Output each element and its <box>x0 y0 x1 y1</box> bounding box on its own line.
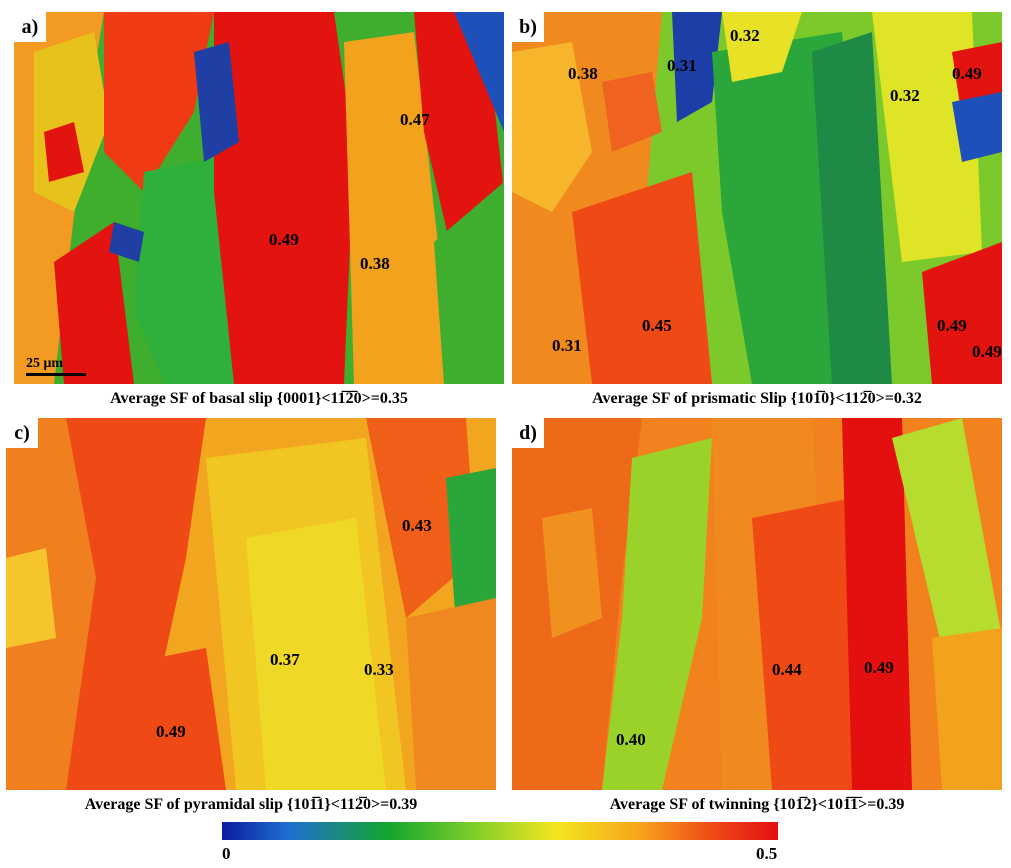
colorbar <box>222 822 778 840</box>
sf-value: 0.49 <box>864 658 894 677</box>
panel-letter-b: b) <box>512 12 544 42</box>
colorbar-max-label: 0.5 <box>756 844 778 863</box>
sf-value: 0.49 <box>952 64 982 83</box>
sf-value: 0.44 <box>772 660 802 679</box>
sf-value: 0.37 <box>270 650 300 669</box>
sf-value: 0.45 <box>642 316 672 335</box>
scale-bar: 25 μm <box>26 356 86 376</box>
caption-d: Average SF of twinning {101̅2}<101̅1̅>=0… <box>609 796 905 813</box>
sf-map-d <box>512 418 1002 790</box>
panel-letter-a: a) <box>14 12 46 42</box>
panel-letter-c: c) <box>6 418 38 448</box>
sf-value: 0.49 <box>269 230 299 249</box>
scale-bar-label: 25 μm <box>26 356 64 371</box>
sf-value: 0.49 <box>972 342 1002 361</box>
panel-a-basal-slip-map: a) 0.47 0.49 0.38 25 μm <box>14 12 504 384</box>
panel-b-prismatic-slip-map: b) 0.32 0.38 0.31 0.49 0.32 0.45 0.31 0.… <box>512 12 1002 384</box>
sf-value: 0.43 <box>402 516 432 535</box>
caption-c: Average SF of pyramidal slip {101̅1}<112… <box>84 796 418 813</box>
sf-value: 0.38 <box>360 254 390 273</box>
caption-a: Average SF of basal slip {0001}<11̅2̅0>=… <box>110 390 408 407</box>
sf-value: 0.38 <box>568 64 598 83</box>
sf-value: 0.47 <box>400 110 430 129</box>
sf-map-c <box>6 418 496 790</box>
panel-c-pyramidal-slip-map: c) 0.43 0.37 0.33 0.49 <box>6 418 496 790</box>
scale-bar-line <box>26 373 86 376</box>
sf-map-a <box>14 12 504 384</box>
sf-value: 0.49 <box>156 722 186 741</box>
sf-value: 0.33 <box>364 660 394 679</box>
sf-value: 0.40 <box>616 730 646 749</box>
sf-value: 0.49 <box>937 316 967 335</box>
panel-letter-d: d) <box>512 418 544 448</box>
sf-value: 0.31 <box>552 336 582 355</box>
sf-map-b <box>512 12 1002 384</box>
sf-value: 0.32 <box>890 86 920 105</box>
caption-b: Average SF of prismatic Slip {101̅0}<112… <box>592 390 922 407</box>
panel-d-twinning-map: d) 0.44 0.49 0.40 <box>512 418 1002 790</box>
sf-value: 0.31 <box>667 56 697 75</box>
sf-value: 0.32 <box>730 26 760 45</box>
colorbar-min-label: 0 <box>222 844 231 863</box>
